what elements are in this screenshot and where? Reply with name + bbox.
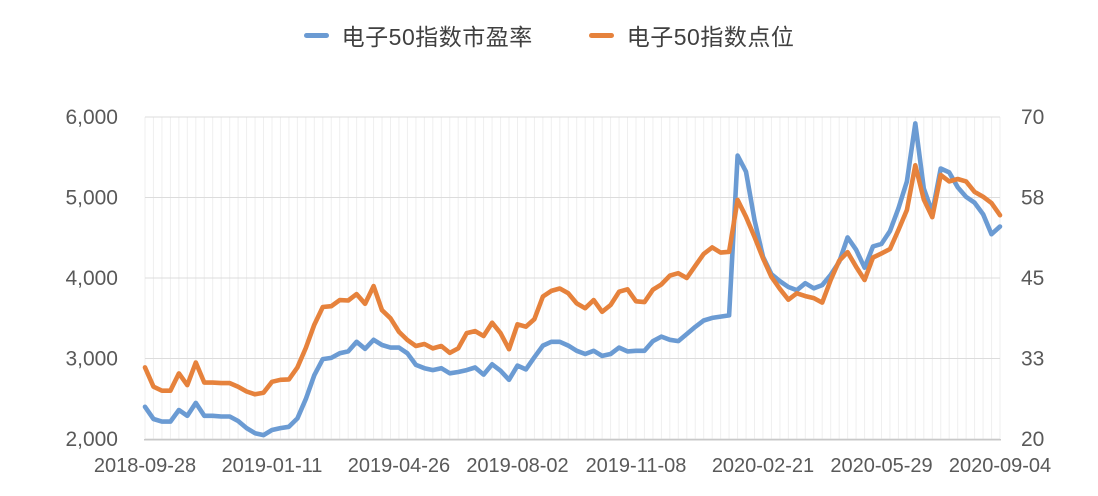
y-right-tick-label: 20 [1021, 428, 1044, 451]
y-left-tick-label: 2,000 [65, 428, 118, 451]
y-right-tick-label: 70 [1021, 106, 1044, 129]
x-tick-label: 2019-11-08 [586, 455, 687, 477]
y-right-tick-label: 45 [1021, 267, 1044, 290]
pe-line-series[interactable] [142, 121, 1003, 438]
legend-label-pe: 电子50指数市盈率 [341, 24, 533, 50]
x-tick-label: 2018-09-28 [94, 455, 196, 477]
x-tick-label: 2019-08-02 [466, 455, 568, 477]
legend-item-index[interactable]: 电子50指数点位 [588, 18, 795, 52]
y-left-tick-label: 5,000 [65, 187, 118, 210]
legend-swatch-index-line [588, 32, 614, 38]
legend-swatch-pe-line [303, 32, 329, 38]
y-left-tick-label: 6,000 [65, 106, 118, 129]
x-tick-label: 2020-05-29 [830, 455, 932, 477]
x-tick-label: 2020-09-04 [949, 455, 1051, 477]
x-tick-label: 2019-04-26 [348, 455, 450, 477]
y-left-tick-label: 4,000 [65, 267, 118, 290]
y-left-tick-label: 3,000 [65, 348, 118, 371]
x-tick-label: 2020-02-21 [712, 455, 814, 477]
chart-legend: 电子50指数市盈率 电子50指数点位 [0, 18, 1098, 52]
index-line-series[interactable] [142, 163, 1003, 397]
legend-label-index: 电子50指数点位 [626, 24, 795, 50]
x-tick-label: 2019-01-11 [222, 455, 323, 477]
legend-item-pe[interactable]: 电子50指数市盈率 [303, 18, 533, 52]
y-right-tick-label: 58 [1021, 187, 1044, 210]
y-right-tick-label: 33 [1021, 348, 1044, 371]
